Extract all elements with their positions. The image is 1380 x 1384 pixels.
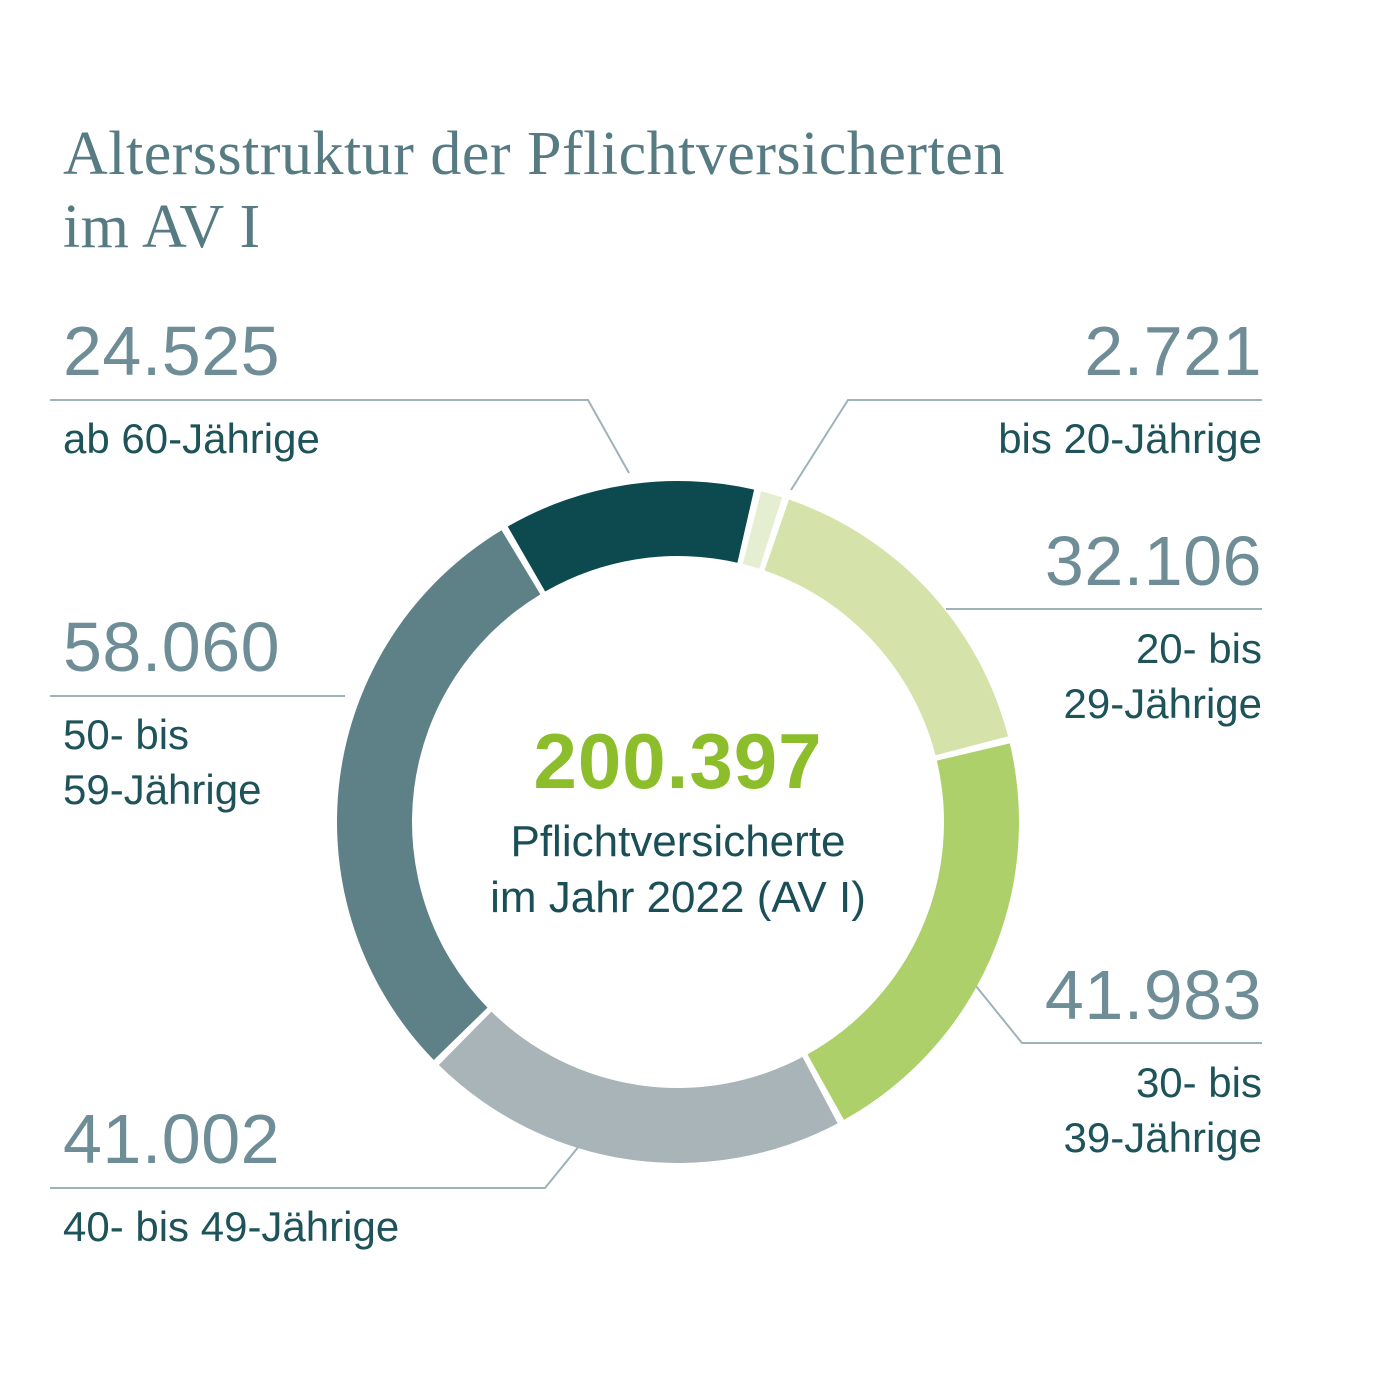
- donut-segment-20--bis-29-jährige: [764, 499, 1009, 756]
- callout-40-bis-49-value: 41.002: [63, 1100, 281, 1178]
- chart-title: Altersstruktur der Pflichtversicherten i…: [63, 118, 1005, 264]
- callout-20-bis-29-label: 20- bis 29-Jährige: [1063, 625, 1262, 727]
- leader-30-bis-39: [962, 969, 1262, 1044]
- chart-title-line1: Altersstruktur der Pflichtversicherten: [63, 120, 1005, 188]
- callout-50-bis-59-label: 50- bis 59-Jährige: [63, 711, 262, 813]
- total-value: 200.397: [533, 717, 823, 805]
- donut-segment-ab-60-jährige: [507, 481, 755, 592]
- callout-bis-20: 2.721 bis 20-Jährige: [998, 316, 1262, 467]
- donut-segment-40--bis-49-jährige: [438, 1011, 838, 1164]
- callout-ab-60-value: 24.525: [63, 312, 281, 390]
- callout-20-bis-29: 32.106 20- bis 29-Jährige: [1045, 526, 1262, 731]
- callout-ab-60: 24.525 ab 60-Jährige: [63, 316, 320, 467]
- callout-50-bis-59-value: 58.060: [63, 608, 281, 686]
- callout-bis-20-value: 2.721: [1084, 312, 1262, 390]
- callout-ab-60-label: ab 60-Jährige: [63, 415, 320, 462]
- callout-50-bis-59: 58.060 50- bis 59-Jährige: [63, 612, 280, 817]
- donut-segment-50--bis-59-jährige: [337, 530, 541, 1060]
- total-caption: Pflichtversicherte im Jahr 2022 (AV I): [490, 817, 866, 922]
- donut-segment-bis-20-jährige: [742, 491, 783, 569]
- leader-bis-20: [790, 399, 1262, 491]
- donut-segment-30--bis-39-jährige: [807, 743, 1020, 1120]
- chart-title-line2: im AV I: [63, 193, 261, 262]
- callout-30-bis-39: 41.983 30- bis 39-Jährige: [1045, 960, 1262, 1165]
- donut-center-text: 200.397 Pflichtversicherte im Jahr 2022 …: [458, 722, 898, 926]
- callout-40-bis-49-label: 40- bis 49-Jährige: [63, 1203, 400, 1250]
- callout-40-bis-49: 41.002 40- bis 49-Jährige: [63, 1104, 399, 1255]
- callout-20-bis-29-value: 32.106: [1044, 522, 1262, 600]
- leader-40-bis-49: [50, 1139, 585, 1189]
- callout-30-bis-39-label: 30- bis 39-Jährige: [1063, 1059, 1262, 1161]
- callout-30-bis-39-value: 41.983: [1044, 956, 1262, 1034]
- callout-bis-20-label: bis 20-Jährige: [998, 415, 1262, 462]
- leader-ab-60: [50, 399, 630, 474]
